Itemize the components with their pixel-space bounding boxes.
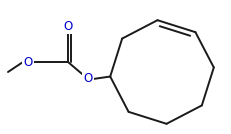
Text: O: O [83,72,92,85]
Text: O: O [23,55,33,68]
Text: O: O [63,20,72,33]
